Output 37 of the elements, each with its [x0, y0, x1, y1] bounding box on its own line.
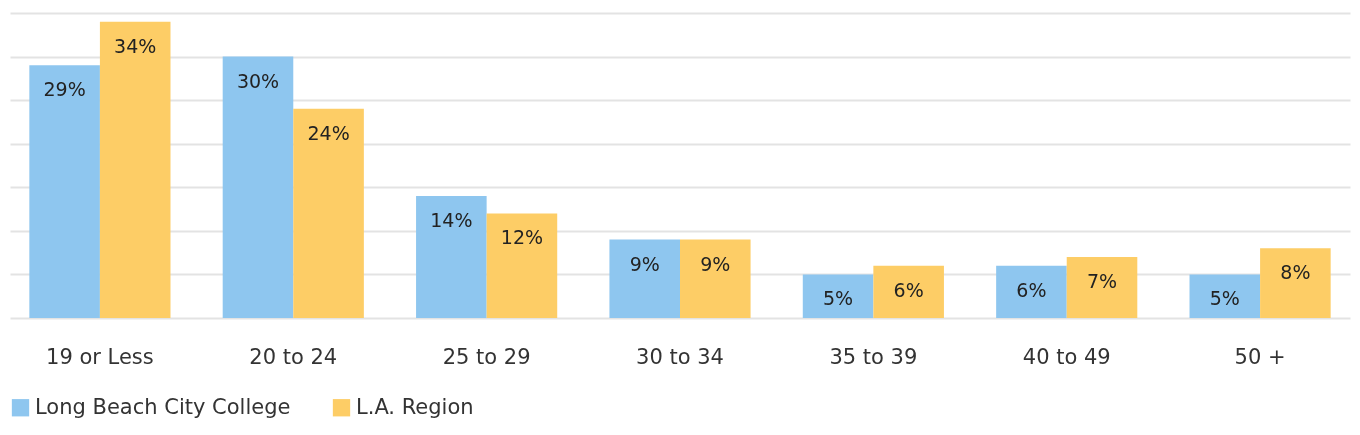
x-tick-label: 40 to 49: [1022, 344, 1111, 369]
bar: [99, 21, 171, 318]
bar: [609, 239, 680, 318]
x-tick-label: 19 or Less: [46, 344, 154, 369]
bar: [1189, 274, 1261, 318]
data-label: 7%: [1086, 270, 1118, 292]
bar: [222, 56, 294, 318]
data-label: 24%: [307, 121, 350, 144]
bar: [1260, 248, 1331, 318]
x-tick-label: 30 to 34: [636, 344, 724, 369]
x-tick-label: 25 to 29: [442, 344, 531, 369]
data-label: 5%: [1209, 287, 1240, 310]
data-label: 8%: [1280, 261, 1311, 284]
data-label: 14%: [430, 209, 473, 231]
legend-label: Long Beach City College: [35, 394, 291, 419]
bar: [873, 265, 944, 318]
bar: [1066, 257, 1138, 318]
data-label: 5%: [823, 287, 854, 310]
data-label: 29%: [43, 78, 86, 101]
bar: [802, 274, 874, 318]
bar: [486, 213, 558, 318]
x-tick-label: 35 to 39: [829, 344, 918, 369]
data-label: 6%: [1016, 278, 1047, 301]
data-label: 9%: [629, 252, 660, 275]
legend-label: L.A. Region: [356, 394, 474, 419]
bar: [996, 265, 1067, 318]
data-label: 30%: [236, 69, 280, 92]
bar: [416, 196, 487, 318]
data-label: 6%: [893, 278, 924, 301]
data-label: 12%: [500, 226, 544, 249]
x-tick-label: 20 to 24: [249, 344, 338, 369]
data-label: 34%: [114, 34, 157, 57]
x-tick-label: 50 +: [1234, 344, 1286, 369]
bar: [680, 239, 751, 318]
bar: [29, 65, 100, 318]
bar: [293, 108, 364, 318]
data-label: 9%: [700, 252, 731, 275]
